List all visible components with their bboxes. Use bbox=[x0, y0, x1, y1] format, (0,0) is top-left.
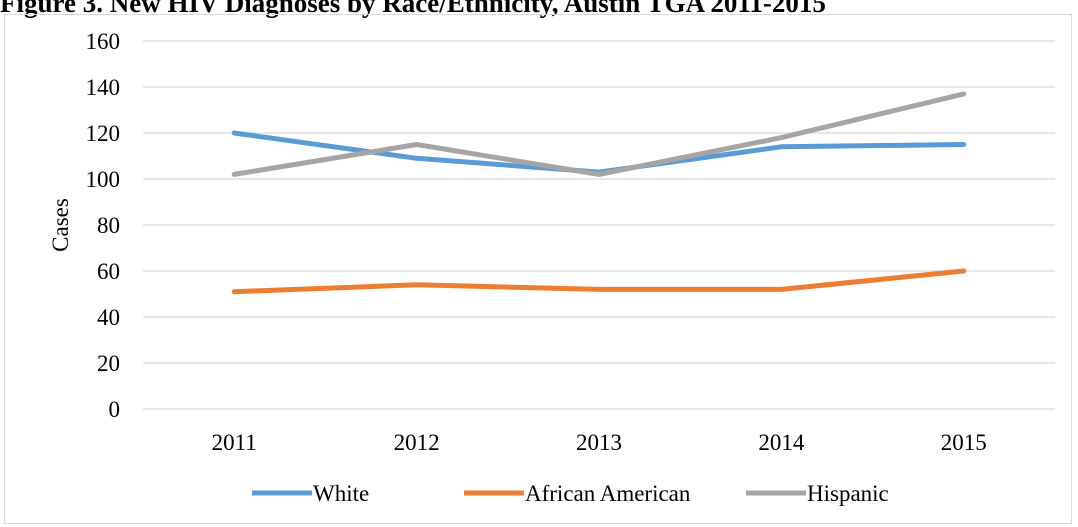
y-axis-ticks: 0 20 40 60 80 100 120 140 160 bbox=[86, 29, 121, 422]
series-line-white bbox=[231, 130, 967, 175]
x-tick-label: 2015 bbox=[941, 430, 987, 455]
legend-label-hispanic: Hispanic bbox=[807, 481, 889, 506]
x-tick-label: 2014 bbox=[758, 430, 805, 455]
y-tick-label: 20 bbox=[97, 351, 120, 376]
y-tick-label: 160 bbox=[86, 29, 121, 54]
series-line-hispanic bbox=[231, 91, 967, 177]
y-tick-label: 80 bbox=[97, 213, 120, 238]
x-tick-label: 2013 bbox=[576, 430, 622, 455]
chart-title: Figure 3. New HIV Diagnoses by Race/Ethn… bbox=[0, 0, 826, 18]
y-tick-label: 100 bbox=[86, 167, 121, 192]
series-lines bbox=[231, 91, 967, 295]
x-tick-label: 2012 bbox=[394, 430, 440, 455]
y-tick-label: 120 bbox=[86, 121, 121, 146]
y-axis-label: Cases bbox=[48, 198, 73, 252]
y-tick-label: 40 bbox=[97, 305, 120, 330]
series-line-african-american bbox=[231, 268, 967, 295]
x-tick-label: 2011 bbox=[212, 430, 257, 455]
legend-label-white: White bbox=[313, 481, 369, 506]
y-tick-label: 140 bbox=[86, 75, 121, 100]
legend-label-african-american: African American bbox=[525, 481, 691, 506]
gridlines bbox=[143, 40, 1055, 410]
x-axis-ticks: 2011 2012 2013 2014 2015 bbox=[212, 430, 987, 455]
chart-frame bbox=[4, 14, 1072, 524]
y-tick-label: 0 bbox=[109, 397, 121, 422]
y-tick-label: 60 bbox=[97, 259, 120, 284]
legend: White African American Hispanic bbox=[252, 481, 889, 506]
